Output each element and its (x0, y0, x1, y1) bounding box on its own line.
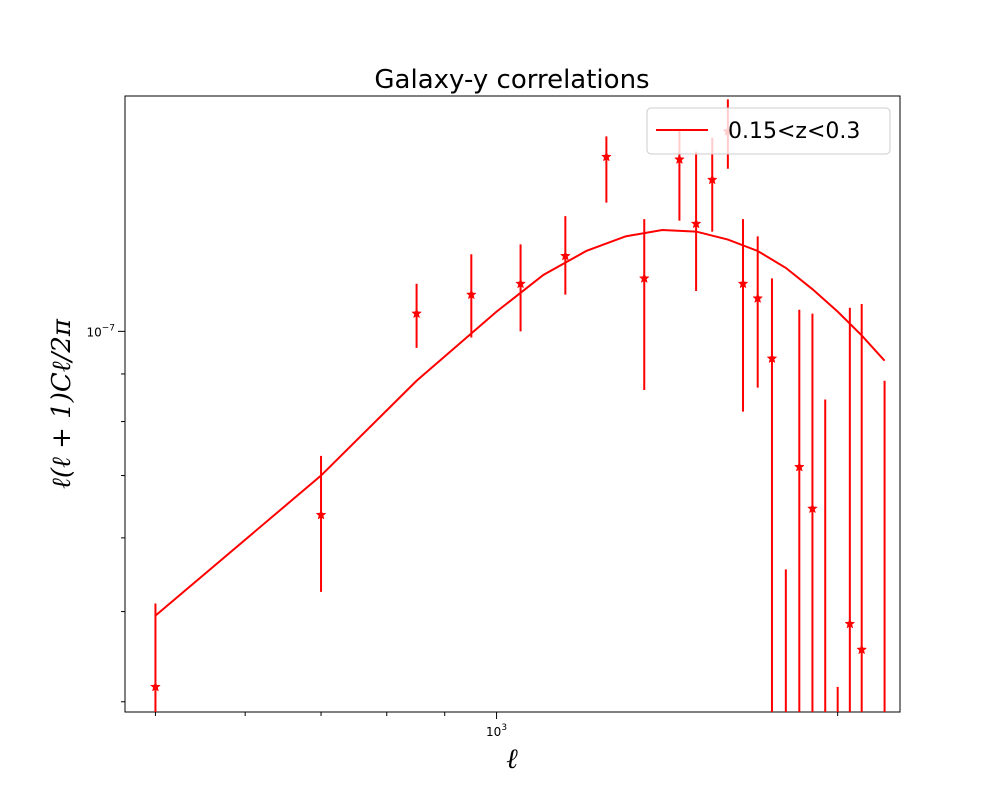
data-point-star (465, 288, 477, 300)
plot-area (124, 95, 901, 713)
data-point-star (559, 250, 571, 261)
x-tick-label: 103 (486, 723, 507, 739)
y-tick-labels: 10−7 (86, 323, 115, 339)
data-point-star (600, 151, 612, 162)
legend: 0.15<z<0.3 (646, 107, 891, 155)
data-point-star (515, 278, 526, 289)
data-point-star (793, 461, 805, 472)
data-point-star (752, 292, 764, 303)
y-tick-label: 10−7 (86, 323, 115, 339)
data-point-star (638, 272, 650, 283)
model-curve-line (154, 228, 886, 617)
chart-title: Galaxy-y correlations (374, 65, 649, 95)
data-point-star (706, 174, 718, 185)
data-point-star (674, 153, 685, 165)
series-layer (150, 99, 886, 712)
data-point-star (150, 681, 161, 692)
x-tick-labels: 103 (486, 723, 507, 739)
data-point-star (690, 218, 702, 229)
major-ticks (118, 330, 498, 719)
legend-frame (646, 107, 891, 155)
data-point-star (315, 509, 327, 520)
data-point-star (737, 278, 749, 289)
data-point-star (844, 618, 856, 629)
legend-entry-label: 0.15<z<0.3 (728, 119, 860, 144)
data-point-star (766, 352, 778, 364)
minor-ticks (121, 373, 839, 716)
x-axis-label: ℓ (506, 742, 518, 775)
data-point-star (411, 307, 422, 319)
data-point-star (807, 502, 818, 514)
data-point-star (856, 644, 868, 655)
y-axis-label: ℓ(ℓ + 1)Cℓ/2π (47, 318, 77, 489)
